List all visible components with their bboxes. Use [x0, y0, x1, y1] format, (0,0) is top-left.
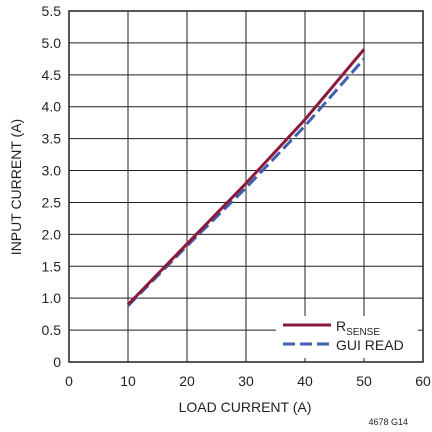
- y-tick-label: 4.5: [42, 67, 62, 83]
- legend-box: [276, 316, 418, 358]
- x-tick-label: 60: [415, 373, 431, 389]
- legend-label-rsense: RSENSE: [336, 318, 380, 338]
- x-tick-label: 0: [65, 373, 73, 389]
- plot-area: [68, 10, 424, 363]
- y-tick-labels: 0 0.5 1.0 1.5 2.0 2.5 3.0 3.5 4.0 4.5 5.0 5.5: [42, 3, 62, 370]
- legend-label-rsense-sub: SENSE: [346, 327, 380, 338]
- x-axis-label: LOAD CURRENT (A): [179, 399, 312, 415]
- x-tick-label: 40: [297, 373, 313, 389]
- series-layer: [126, 48, 366, 307]
- legend-label-gui-read: GUI READ: [336, 337, 404, 353]
- y-tick-label: 2.5: [42, 194, 62, 210]
- y-tick-label: 5.5: [42, 3, 62, 19]
- y-tick-label: 5.0: [42, 35, 62, 51]
- legend-label-rsense-main: R: [336, 318, 346, 334]
- figure-id: 4678 G14: [368, 417, 408, 427]
- x-tick-label: 20: [179, 373, 195, 389]
- y-tick-label: 1.5: [42, 258, 62, 274]
- x-tick-label: 50: [356, 373, 372, 389]
- x-tick-labels: 0 10 20 30 40 50 60: [65, 373, 431, 389]
- x-tick-label: 30: [238, 373, 254, 389]
- y-tick-label: 0.5: [42, 322, 62, 338]
- y-tick-label: 3.0: [42, 163, 62, 179]
- legend: RSENSE GUI READ: [276, 316, 418, 358]
- x-tick-label: 10: [120, 373, 136, 389]
- y-tick-label: 0: [53, 354, 61, 370]
- y-tick-label: 2.0: [42, 226, 62, 242]
- series-line-rsense: [126, 48, 366, 306]
- y-tick-label: 1.0: [42, 290, 62, 306]
- y-axis-label: INPUT CURRENT (A): [8, 119, 24, 255]
- y-tick-label: 4.0: [42, 99, 62, 115]
- y-tick-label: 3.5: [42, 131, 62, 147]
- grid: [68, 10, 424, 363]
